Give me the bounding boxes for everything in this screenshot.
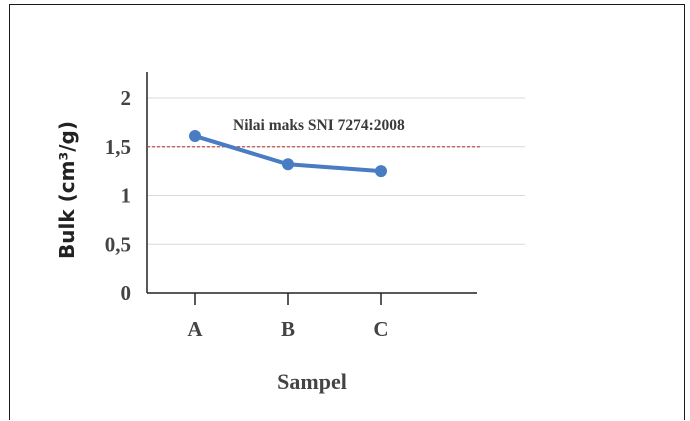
y-tick-labels: 0 0,5 1 1,5 2: [105, 86, 131, 305]
x-tick-labels: A B C: [187, 293, 389, 341]
x-tick-label: B: [281, 317, 295, 341]
y-axis-title: Bulk (cm³/g): [55, 121, 79, 259]
x-axis-title: Sampel: [277, 369, 347, 394]
x-tick-label: A: [187, 317, 203, 341]
x-tick-label: C: [373, 317, 388, 341]
y-tick-label: 0,5: [105, 232, 131, 256]
reference-line-label: Nilai maks SNI 7274:2008: [233, 117, 405, 134]
y-tick-label: 0: [121, 281, 132, 305]
chart-frame: [9, 4, 685, 420]
y-tick-label: 1,5: [105, 135, 131, 159]
data-point: [282, 158, 294, 171]
y-tick-label: 1: [121, 184, 132, 208]
y-tick-label: 2: [121, 86, 132, 110]
series-line: [189, 130, 387, 178]
data-point: [189, 130, 201, 143]
data-point: [375, 165, 387, 178]
